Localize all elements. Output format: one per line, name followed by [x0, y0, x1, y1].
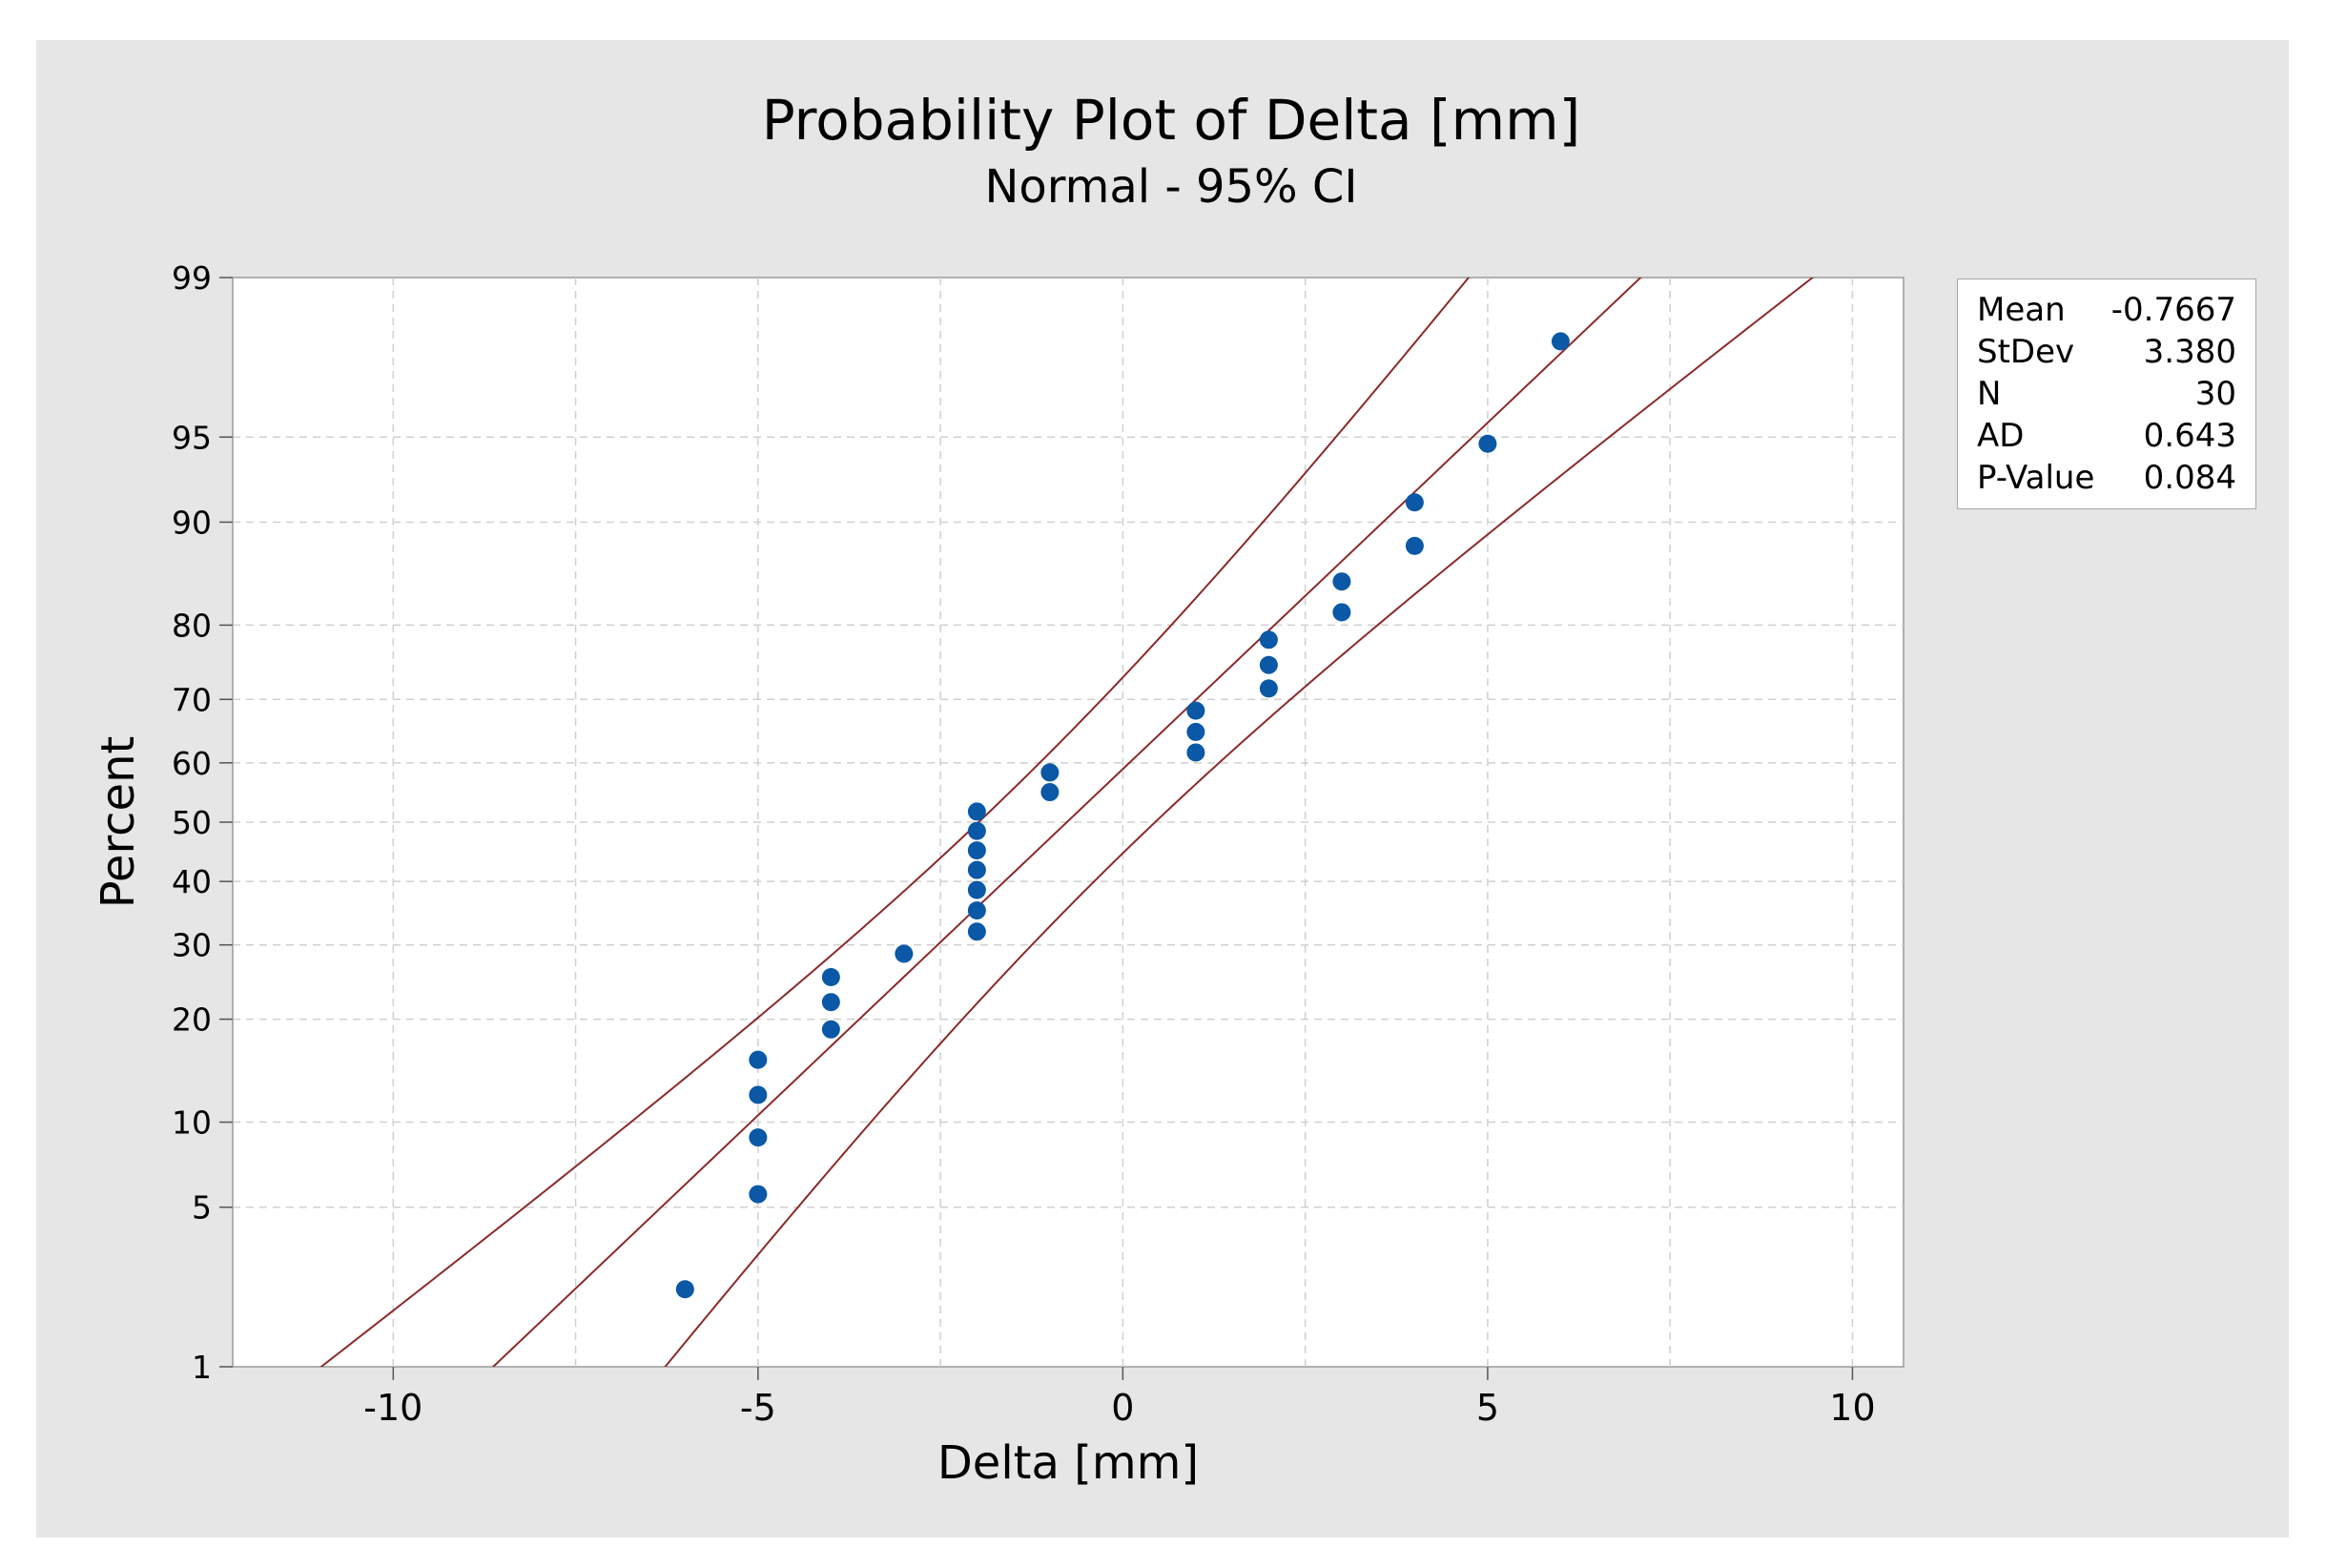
y-tick-label: 30 [172, 927, 212, 964]
y-tick-label: 90 [172, 504, 212, 541]
x-tick-label: -10 [363, 1387, 422, 1429]
y-tick-label: 70 [172, 681, 212, 718]
x-tick-label: 0 [1111, 1387, 1134, 1429]
data-point [1259, 630, 1278, 650]
stats-value: -0.7667 [2110, 291, 2236, 329]
stats-label: AD [1977, 417, 2025, 455]
data-point [749, 1085, 768, 1104]
y-tick-label: 99 [172, 259, 212, 297]
data-point [1259, 655, 1278, 674]
data-point [1259, 679, 1278, 698]
chart-subtitle: Normal - 95% CI [984, 160, 1357, 214]
ci-lower-line [664, 278, 1815, 1367]
data-point [967, 860, 986, 879]
data-point [749, 1185, 768, 1204]
stats-label: P-Value [1977, 459, 2095, 497]
stats-value: 30 [2194, 375, 2236, 413]
data-point [1186, 701, 1205, 720]
stats-row: N 30 [1977, 373, 2236, 415]
probability-plot: Probability Plot of Delta [mm] Normal - … [92, 88, 1904, 1490]
data-point [967, 922, 986, 941]
data-point [1186, 743, 1205, 762]
y-tick-label: 5 [192, 1189, 212, 1227]
stats-value: 3.380 [2143, 333, 2236, 371]
y-tick-label: 10 [172, 1104, 212, 1142]
data-point [1186, 722, 1205, 741]
stats-value: 0.643 [2143, 417, 2236, 455]
stats-label: N [1977, 375, 2002, 413]
data-point [1040, 783, 1060, 802]
fit-line [491, 278, 1642, 1367]
data-point [1478, 434, 1497, 453]
chart-frame: Probability Plot of Delta [mm] Normal - … [36, 40, 2289, 1537]
data-point [1551, 332, 1570, 351]
x-axis-label: Delta [mm] [937, 1436, 1199, 1490]
data-point [967, 841, 986, 860]
data-point [967, 802, 986, 821]
data-points [675, 332, 1570, 1299]
stats-label: Mean [1977, 291, 2066, 329]
data-point [967, 901, 986, 920]
y-tick-label: 20 [172, 1001, 212, 1039]
data-point [675, 1280, 694, 1299]
x-tick-label: 10 [1829, 1387, 1875, 1429]
data-point [821, 967, 840, 986]
stats-box: Mean -0.7667 StDev 3.380 N 30 AD 0.643 P-Value 0.… [1957, 279, 2256, 509]
stats-row: Mean -0.7667 [1977, 289, 2236, 331]
stats-label: StDev [1977, 333, 2075, 371]
data-point [1332, 603, 1351, 622]
x-tick-label: 5 [1476, 1387, 1499, 1429]
y-tick-label: 60 [172, 745, 212, 782]
data-point [749, 1050, 768, 1069]
y-tick-label: 80 [172, 607, 212, 644]
y-tick-label: 40 [172, 863, 212, 900]
data-point [821, 993, 840, 1012]
grid [233, 278, 1904, 1367]
data-point [1405, 493, 1424, 512]
data-point [821, 1020, 840, 1039]
data-point [749, 1128, 768, 1147]
data-point [895, 944, 914, 963]
data-point [1332, 572, 1351, 591]
stats-value: 0.084 [2143, 459, 2236, 497]
data-point [1405, 536, 1424, 555]
data-point [1040, 763, 1060, 782]
y-tick-label: 95 [172, 419, 212, 456]
y-axis-label: Percent [92, 736, 145, 909]
data-point [967, 821, 986, 840]
stats-row: AD 0.643 [1977, 415, 2236, 457]
y-tick-label: 50 [172, 804, 212, 841]
data-point [967, 880, 986, 899]
stats-row: StDev 3.380 [1977, 331, 2236, 373]
stats-row: P-Value 0.084 [1977, 457, 2236, 499]
chart-title: Probability Plot of Delta [mm] [762, 88, 1581, 153]
y-tick-label: 1 [192, 1349, 212, 1386]
x-tick-label: -5 [740, 1387, 776, 1429]
